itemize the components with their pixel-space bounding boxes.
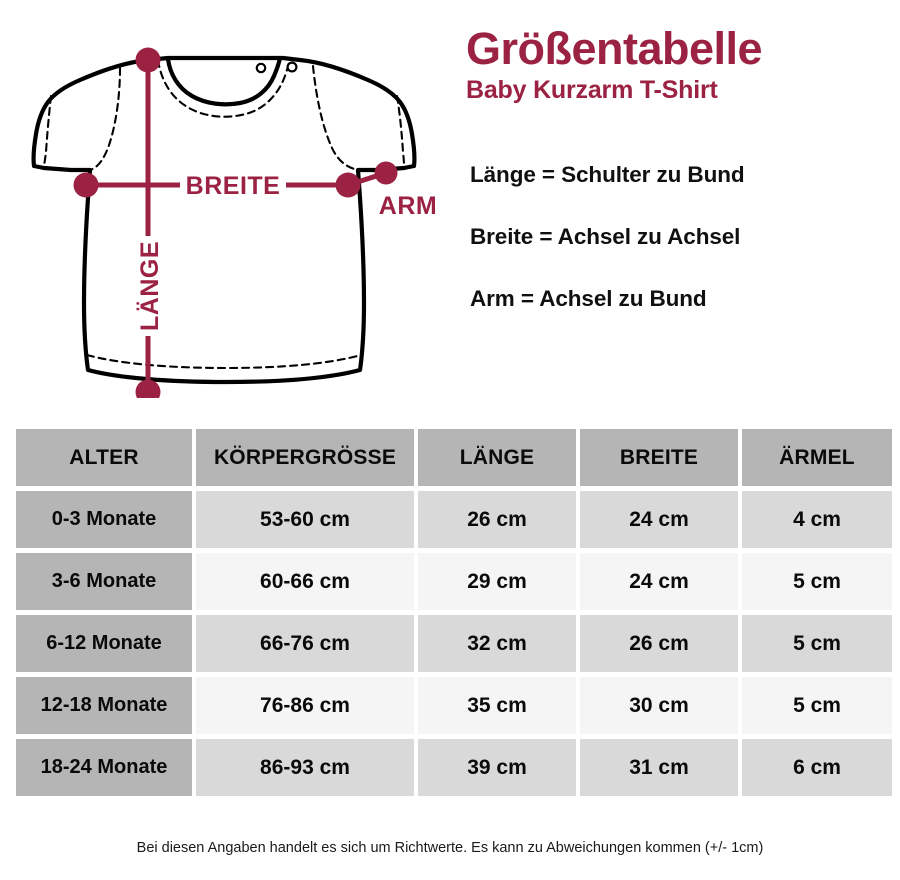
table-row: 18-24 Monate 86-93 cm 39 cm 31 cm 6 cm (16, 739, 892, 796)
cell-age: 3-6 Monate (16, 553, 192, 610)
cell-koerpergroesse: 76-86 cm (196, 677, 414, 734)
definition-laenge: Länge = Schulter zu Bund (470, 162, 745, 187)
cell-breite: 31 cm (580, 739, 738, 796)
cell-breite: 24 cm (580, 553, 738, 610)
table-header-row: ALTER KÖRPERGRÖSSE LÄNGE BREITE ÄRMEL (16, 429, 892, 486)
cell-laenge: 35 cm (418, 677, 576, 734)
left-armhole-seam-dashed (88, 66, 122, 172)
cell-breite: 26 cm (580, 615, 738, 672)
right-sleeve-hem-dashed (395, 94, 406, 170)
shirt-outline (31, 55, 417, 385)
table-row: 0-3 Monate 53-60 cm 26 cm 24 cm 4 cm (16, 491, 892, 548)
cell-age: 0-3 Monate (16, 491, 192, 548)
measure-dot-left-armpit (73, 172, 99, 198)
cell-breite: 30 cm (580, 677, 738, 734)
snap-button-icon (255, 62, 267, 74)
laenge-label: LÄNGE (136, 241, 164, 331)
tshirt-diagram: BREITE LÄNGE ARM (8, 18, 448, 398)
page-subtitle: Baby Kurzarm T-Shirt (466, 75, 718, 104)
measure-dot-hem (135, 379, 161, 398)
top-section: BREITE LÄNGE ARM Größentabelle Baby Kurz… (0, 0, 900, 410)
page-title: Größentabelle (466, 23, 763, 74)
cell-breite: 24 cm (580, 491, 738, 548)
cell-koerpergroesse: 66-76 cm (196, 615, 414, 672)
cell-aermel: 5 cm (742, 677, 892, 734)
measure-dot-sleeve-hem (374, 161, 398, 185)
cell-aermel: 6 cm (742, 739, 892, 796)
cell-aermel: 5 cm (742, 553, 892, 610)
left-sleeve-hem-dashed (42, 94, 53, 170)
size-table: ALTER KÖRPERGRÖSSE LÄNGE BREITE ÄRMEL 0-… (12, 424, 896, 801)
cell-age: 12-18 Monate (16, 677, 192, 734)
collar-outline (165, 55, 283, 107)
table-row: 3-6 Monate 60-66 cm 29 cm 24 cm 5 cm (16, 553, 892, 610)
cell-aermel: 5 cm (742, 615, 892, 672)
cell-aermel: 4 cm (742, 491, 892, 548)
table-row: 12-18 Monate 76-86 cm 35 cm 30 cm 5 cm (16, 677, 892, 734)
measure-dot-shoulder (135, 47, 161, 73)
cell-laenge: 29 cm (418, 553, 576, 610)
cell-koerpergroesse: 53-60 cm (196, 491, 414, 548)
breite-label: BREITE (186, 172, 281, 200)
snap-button-icon (286, 61, 298, 73)
heading-block: Größentabelle Baby Kurzarm T-Shirt (466, 26, 886, 105)
cell-koerpergroesse: 86-93 cm (196, 739, 414, 796)
definition-breite: Breite = Achsel zu Achsel (470, 224, 741, 249)
cell-laenge: 32 cm (418, 615, 576, 672)
definition-arm: Arm = Achsel zu Bund (470, 286, 707, 311)
column-header-alter: ALTER (16, 429, 192, 486)
cell-laenge: 26 cm (418, 491, 576, 548)
measure-dot-right-armpit (335, 172, 361, 198)
cell-koerpergroesse: 60-66 cm (196, 553, 414, 610)
cell-age: 18-24 Monate (16, 739, 192, 796)
column-header-aermel: ÄRMEL (742, 429, 892, 486)
column-header-breite: BREITE (580, 429, 738, 486)
bottom-hem-dashed (85, 353, 363, 370)
column-header-koerpergroesse: KÖRPERGRÖSSE (196, 429, 414, 486)
table-row: 6-12 Monate 66-76 cm 32 cm 26 cm 5 cm (16, 615, 892, 672)
right-armhole-seam-dashed (311, 64, 360, 172)
arm-label: ARM (379, 192, 437, 220)
column-header-laenge: LÄNGE (418, 429, 576, 486)
cell-laenge: 39 cm (418, 739, 576, 796)
measurement-definitions: Länge = Schulter zu Bund Breite = Achsel… (470, 162, 890, 312)
disclaimer-note: Bei diesen Angaben handelt es sich um Ri… (136, 840, 764, 856)
cell-age: 6-12 Monate (16, 615, 192, 672)
